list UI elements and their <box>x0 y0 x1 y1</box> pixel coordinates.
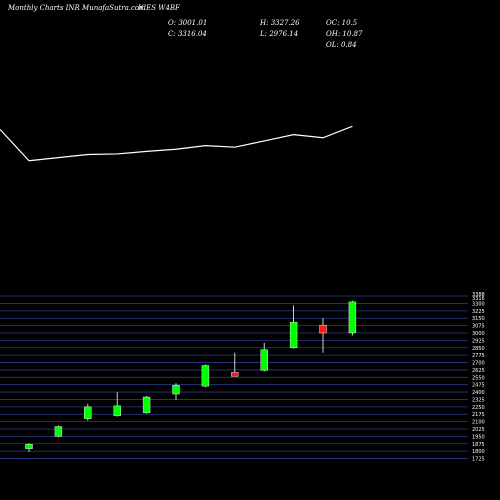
price-tick-label: 2775 <box>472 353 485 359</box>
candle-body <box>348 301 357 334</box>
price-tick-label: 2175 <box>472 412 485 418</box>
price-extra-label: 3388 <box>472 292 485 298</box>
price-tick-label: 1725 <box>472 457 485 463</box>
price-grid <box>0 295 468 459</box>
candle-body <box>260 349 268 371</box>
price-tick-label: 3075 <box>472 324 485 330</box>
candle-body <box>289 321 298 348</box>
price-tick-label: 3000 <box>472 331 485 337</box>
low-value: L: 2976.14 <box>260 30 299 38</box>
candle-body <box>54 426 63 437</box>
price-tick-label: 2550 <box>472 375 485 381</box>
ol-value: OL: 0.84 <box>326 41 357 49</box>
close-value: C: 3316.04 <box>168 30 207 38</box>
price-tick-label: 3300 <box>472 301 485 307</box>
price-tick-label: 2850 <box>472 346 485 352</box>
upper-line-panel <box>0 125 353 162</box>
price-tick-label: 2925 <box>472 338 485 344</box>
price-tick-label: 1800 <box>472 449 485 455</box>
candle-body <box>113 405 121 416</box>
candles <box>25 300 357 453</box>
price-tick-label: 1875 <box>472 442 485 448</box>
price-tick-label: 2025 <box>472 427 485 433</box>
price-tick-label: 2700 <box>472 361 485 367</box>
price-tick-label: 3150 <box>472 316 485 322</box>
high-value: H: 3327.26 <box>260 19 300 27</box>
price-tick-label: 2625 <box>472 368 485 374</box>
candle-body <box>142 396 151 413</box>
price-tick-label: 3225 <box>472 309 485 315</box>
oc-value: OC: 10.5 <box>326 19 358 27</box>
candle-body <box>319 324 327 334</box>
price-tick-label: 2475 <box>472 383 485 389</box>
line-series <box>0 125 353 162</box>
open-value: O: 3001.01 <box>168 19 208 27</box>
price-tick-label: 2250 <box>472 405 485 411</box>
candle-body <box>172 384 180 395</box>
price-tick-label: 1950 <box>472 434 485 440</box>
chart-symbol: ICES W4BF <box>138 4 180 12</box>
price-tick-label: 2400 <box>472 390 485 396</box>
candle-body <box>25 444 33 449</box>
price-tick-label: 2100 <box>472 420 485 426</box>
candle-body <box>84 406 92 419</box>
chart-site-title: Monthly Charts INR MunafaSutra.com <box>8 4 146 12</box>
candle-body <box>231 372 239 377</box>
price-tick-label: 2325 <box>472 397 485 403</box>
oh-value: OH: 10.87 <box>326 30 363 38</box>
candle-body <box>201 365 210 387</box>
price-extra-label: 3316 <box>472 296 485 302</box>
